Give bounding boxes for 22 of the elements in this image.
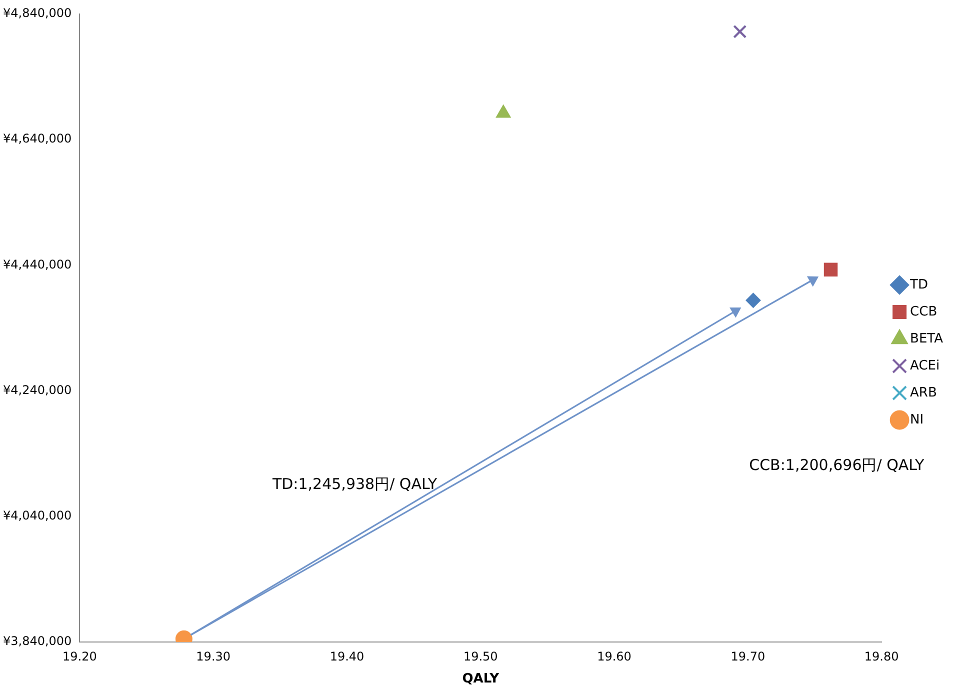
- x-tick-label: 19.30: [196, 649, 231, 664]
- legend-label: BETA: [910, 331, 944, 346]
- x-tick-label: 19.60: [597, 649, 632, 664]
- annotation: CCB:1,200,696円/ QALY: [749, 456, 925, 474]
- legend-label: NI: [910, 412, 924, 428]
- y-tick-label: ¥4,440,000: [2, 257, 72, 272]
- legend-label: CCB: [910, 304, 938, 320]
- x-tick-label: 19.50: [463, 649, 498, 664]
- y-tick-label: ¥4,840,000: [2, 6, 72, 20]
- legend-label: ARB: [910, 385, 937, 400]
- x-tick-label: 19.40: [330, 649, 364, 664]
- y-tick-label: ¥3,840,000: [2, 634, 72, 648]
- annotation: TD:1,245,938円/ QALY: [271, 474, 438, 493]
- y-tick-label: ¥4,240,000: [2, 382, 72, 397]
- x-axis-title: QALY: [462, 672, 500, 687]
- legend-label: ACEi: [910, 358, 940, 374]
- y-tick-label: ¥4,040,000: [2, 508, 72, 523]
- legend-label: TD: [909, 277, 928, 292]
- y-tick-label: ¥4,640,000: [2, 132, 72, 146]
- x-tick-label: 19.70: [730, 649, 766, 664]
- x-tick-label: 19.80: [864, 649, 899, 664]
- x-tick-label: 19.20: [62, 649, 97, 664]
